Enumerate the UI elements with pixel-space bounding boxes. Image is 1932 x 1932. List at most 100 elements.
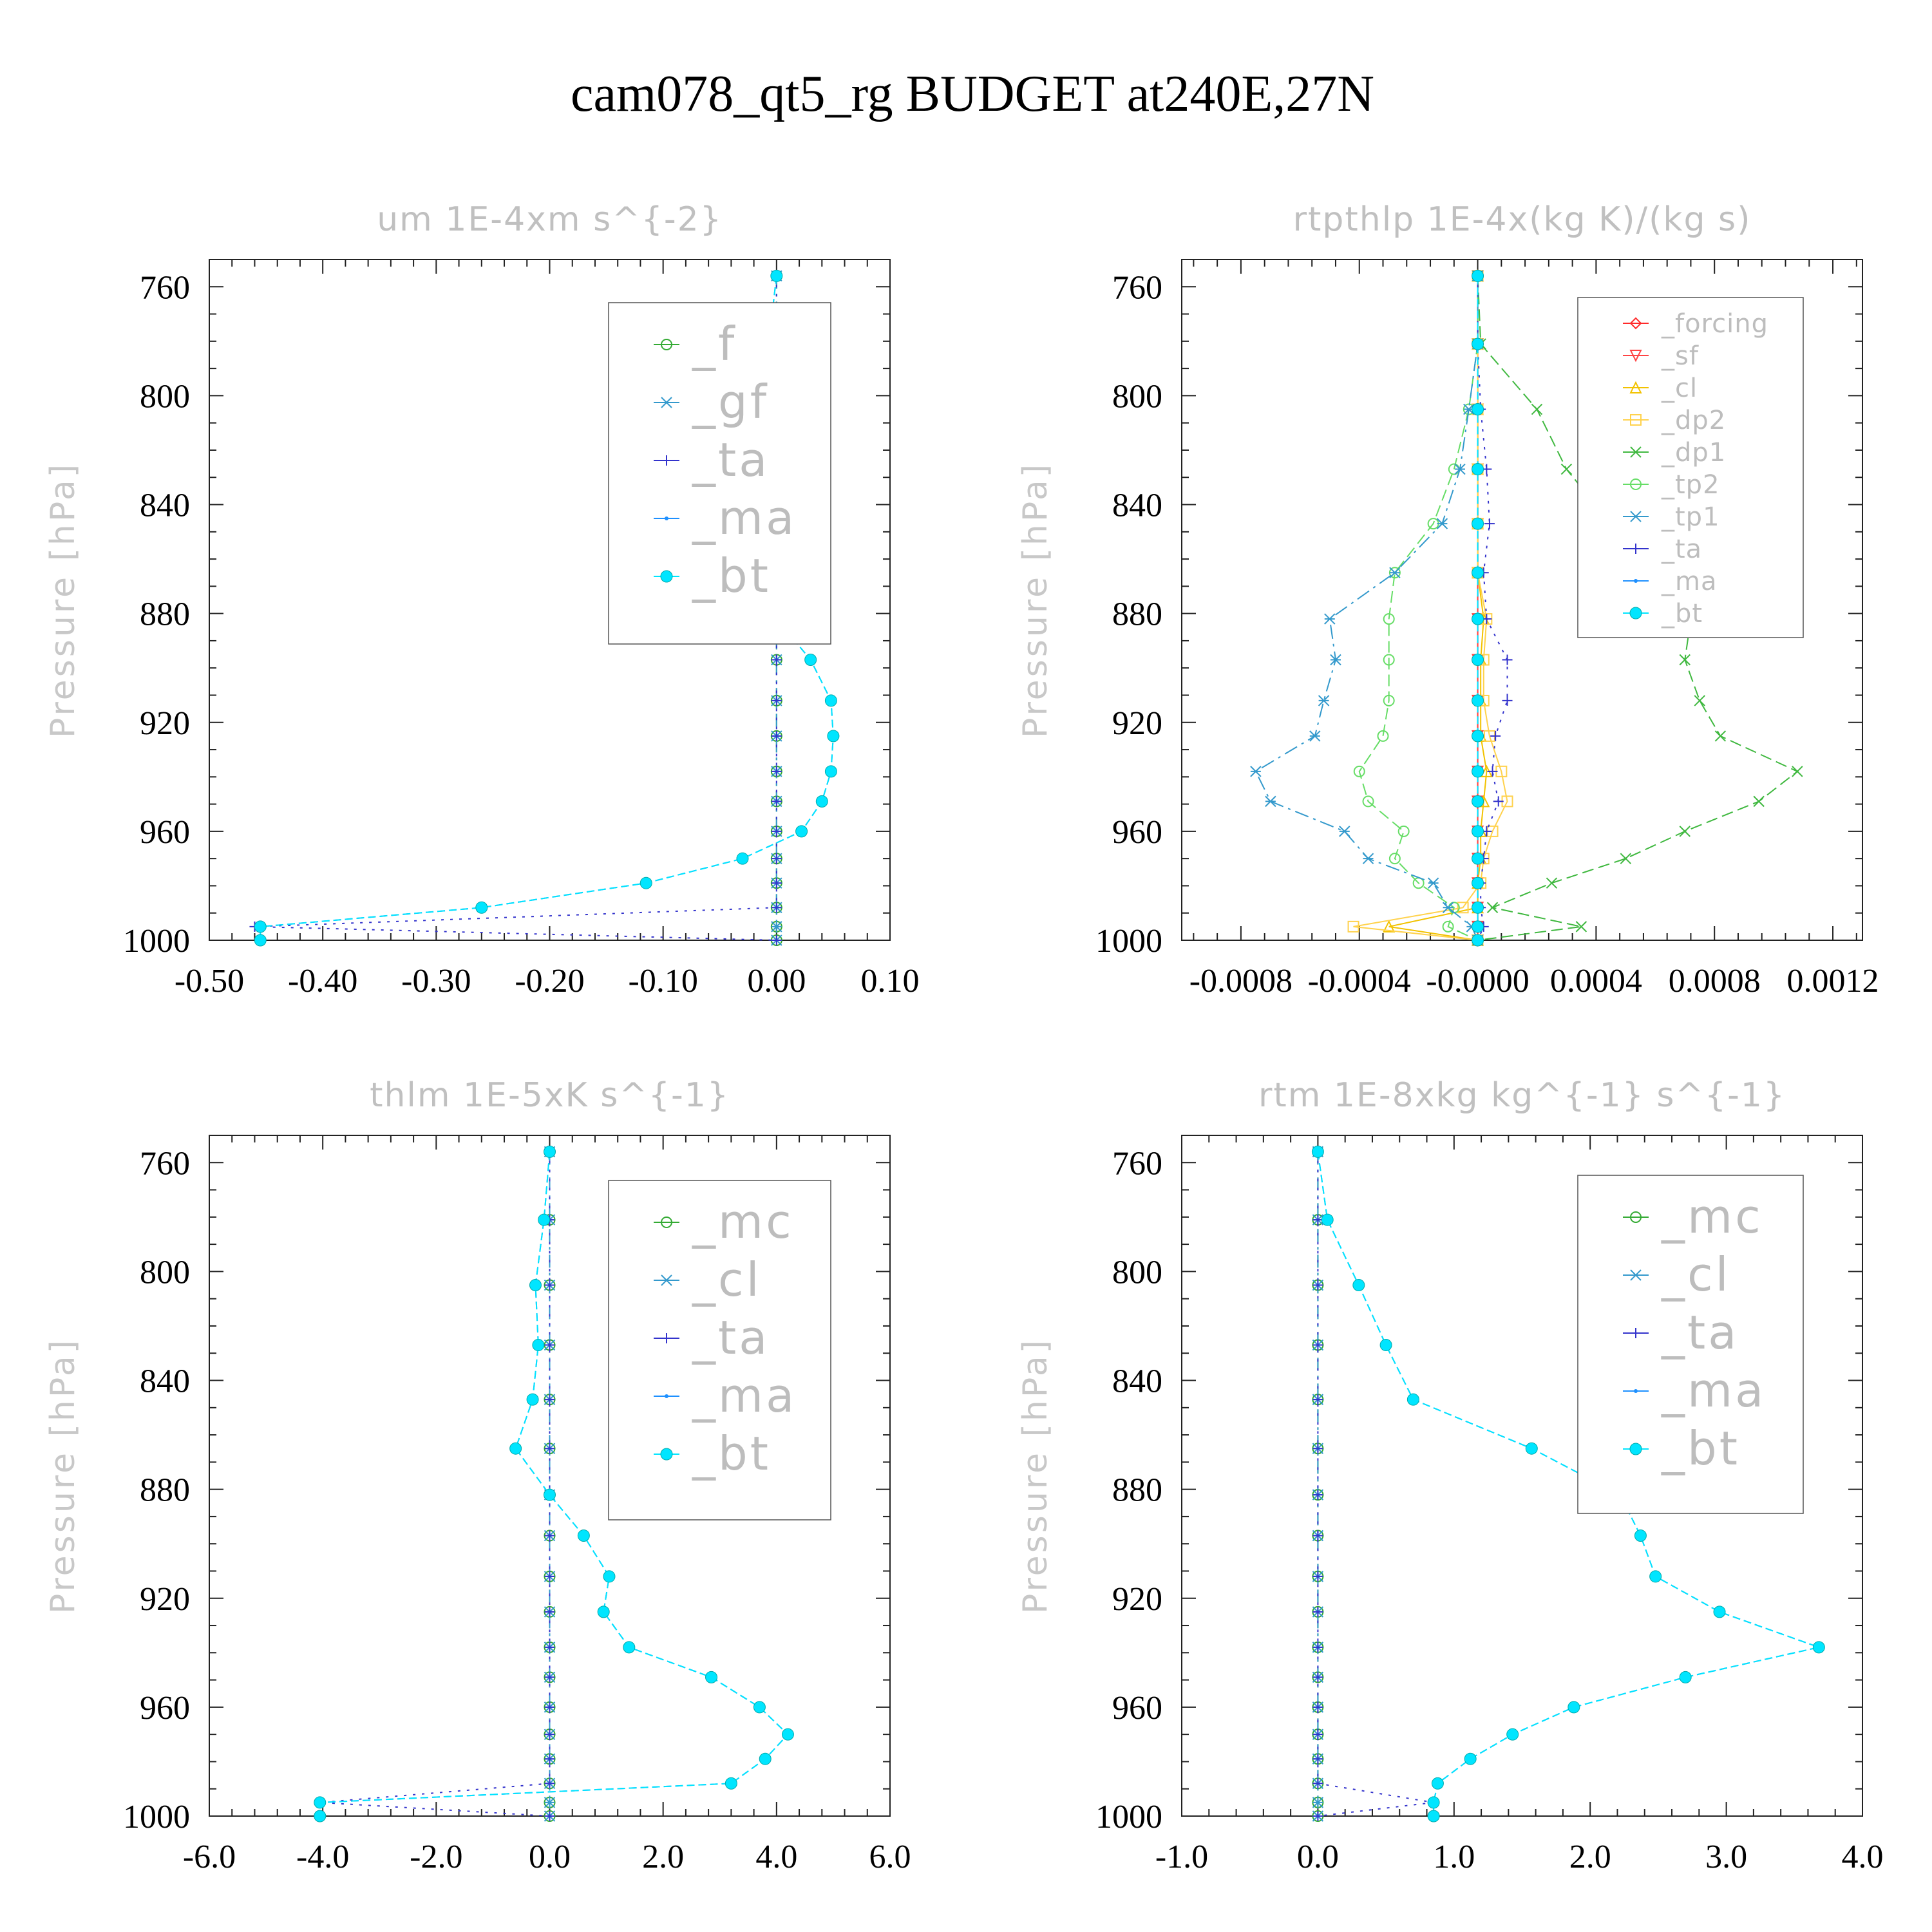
legend-item: _cl <box>1623 1247 1728 1302</box>
legend-item: _ta <box>1623 1305 1739 1359</box>
legend-item: _sf <box>1623 341 1698 371</box>
y-tick-label: 1000 <box>1095 923 1162 960</box>
data-point <box>623 1641 636 1654</box>
legend-item: _ma <box>654 1368 794 1423</box>
legend-label: _bt <box>1661 599 1703 629</box>
data-point <box>1486 902 1499 913</box>
legend-item: _tp2 <box>1623 470 1720 500</box>
data-point <box>1472 730 1484 743</box>
data-point <box>1506 1728 1519 1741</box>
data-point <box>759 1752 772 1765</box>
data-point <box>1312 1811 1323 1821</box>
data-point <box>544 1672 555 1683</box>
data-point <box>1525 1442 1538 1455</box>
data-point <box>544 1701 555 1712</box>
data-point <box>1502 695 1513 706</box>
data-point <box>1362 853 1374 864</box>
legend-label: _cl <box>1661 374 1698 403</box>
data-point <box>1792 766 1803 777</box>
y-tick-label: 880 <box>1112 596 1162 633</box>
legend-item: _cl <box>1623 374 1698 403</box>
legend-item: _gf <box>654 375 766 429</box>
legend-label: _ta <box>1661 1305 1739 1359</box>
data-point <box>1454 463 1466 475</box>
data-point <box>1309 730 1321 742</box>
data-point <box>1472 825 1484 838</box>
data-point <box>544 1488 556 1501</box>
data-point <box>1472 934 1484 947</box>
x-tick-label: -4.0 <box>296 1839 349 1875</box>
figure-title: cam078_qt5_rg BUDGET at240E,27N <box>571 66 1374 122</box>
data-point <box>753 1701 766 1714</box>
series-line <box>1388 276 1488 941</box>
data-point <box>1472 694 1484 707</box>
series-line <box>1255 276 1479 941</box>
x-tick-label: 1.0 <box>1433 1839 1475 1875</box>
x-tick-label: 0.0 <box>529 1839 571 1875</box>
legend-box <box>1577 297 1804 638</box>
legend-swatch-marker <box>1629 317 1642 330</box>
data-point <box>1472 337 1484 350</box>
data-point <box>1311 1145 1324 1158</box>
legend-label: _bt <box>692 1426 771 1481</box>
y-tick-label: 840 <box>140 1363 190 1400</box>
data-point <box>1312 1490 1323 1501</box>
data-point <box>577 1530 590 1542</box>
chart-title: thlm 1E-5xK s^{-1} <box>370 1076 730 1115</box>
legend-swatch-marker <box>661 397 672 408</box>
y-tick-label: 880 <box>140 1472 190 1509</box>
data-point <box>544 1394 555 1405</box>
data-point <box>705 1671 718 1683</box>
legend-label: _tp1 <box>1661 502 1720 532</box>
legend-item: _bt <box>654 1426 771 1481</box>
x-tick-label: 2.0 <box>1569 1839 1611 1875</box>
data-point <box>509 1442 522 1455</box>
legend-item: _ma <box>1623 567 1717 596</box>
series-bt <box>1472 269 1484 947</box>
legend-item: _bt <box>654 549 768 603</box>
data-point <box>544 1778 555 1789</box>
panels-group: um 1E-4xm s^{-2} Pressure [hPa] 760 800 840 8… <box>44 200 1884 1875</box>
data-point <box>544 1811 555 1821</box>
data-point <box>1318 695 1330 706</box>
y-tick-label: 960 <box>140 814 190 851</box>
y-tick-label: 840 <box>1112 1363 1162 1400</box>
y-tick-label: 760 <box>1112 269 1162 306</box>
data-point <box>1493 796 1504 807</box>
legend-swatch-marker <box>1630 446 1642 458</box>
data-point <box>1312 1797 1324 1808</box>
x-tick-label: 0.0 <box>1297 1839 1339 1875</box>
legend-label: _ma <box>1661 567 1717 596</box>
legend-swatch-marker <box>661 1333 672 1343</box>
x-tick-label: -1.0 <box>1155 1839 1208 1875</box>
legend-item: _f <box>654 317 734 371</box>
legend-label: _ta <box>692 1311 770 1365</box>
data-point <box>1649 1570 1662 1583</box>
data-point <box>544 1145 556 1158</box>
data-point <box>1388 853 1401 865</box>
legend-swatch-marker <box>1629 381 1642 393</box>
series-line <box>1317 1151 1434 1817</box>
data-point <box>1546 877 1558 889</box>
data-point <box>1383 694 1395 706</box>
legend-label: _ma <box>692 491 797 545</box>
data-point <box>1389 567 1401 578</box>
data-point <box>529 1279 542 1292</box>
data-point <box>771 695 782 706</box>
legend-swatch-marker <box>660 1448 673 1461</box>
data-point <box>1560 463 1573 475</box>
series-bt <box>314 1145 794 1823</box>
legend-swatch-marker <box>661 455 672 466</box>
data-point <box>1472 612 1484 625</box>
legend-label: _tp2 <box>1661 470 1720 500</box>
data-point <box>1312 1778 1323 1789</box>
data-point <box>771 921 782 933</box>
x-tick-label: -0.10 <box>629 963 698 999</box>
data-point <box>1472 517 1484 530</box>
legend-swatch-marker <box>1629 350 1642 363</box>
data-point <box>1330 654 1341 666</box>
data-point <box>544 1754 555 1765</box>
x-tick-label: -2.0 <box>410 1839 462 1875</box>
y-tick-label: 1000 <box>1095 1799 1162 1835</box>
legend-label: _dp1 <box>1661 438 1726 468</box>
